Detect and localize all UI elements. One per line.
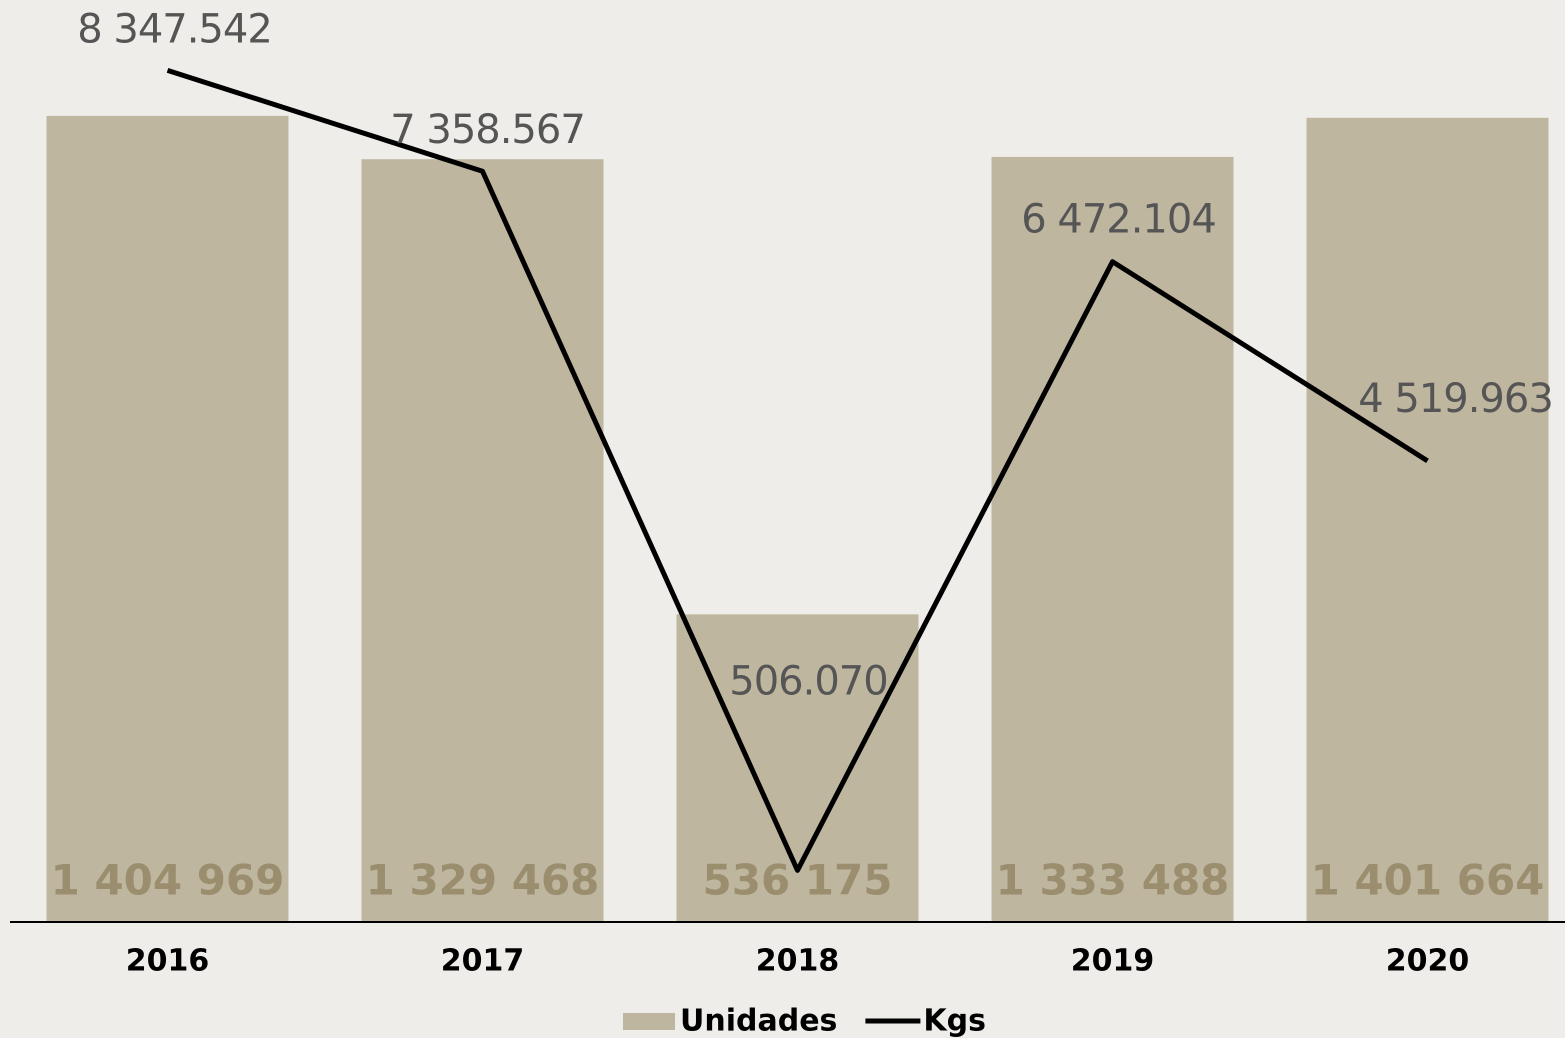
x-tick-label: 2018	[756, 944, 840, 979]
x-tick-label: 2019	[1071, 944, 1155, 979]
bar-value-label: 1 401 664	[1311, 856, 1545, 905]
line-value-label: 506.070	[729, 658, 887, 704]
bar-value-label: 536 175	[703, 856, 893, 905]
bar-value-label: 1 404 969	[51, 856, 285, 905]
line-value-label: 4 519.963	[1358, 376, 1553, 422]
legend-label: Unidades	[680, 1004, 837, 1038]
bar-value-label: 1 329 468	[366, 856, 600, 905]
bar	[1306, 117, 1549, 923]
bar	[46, 115, 289, 922]
x-tick-label: 2020	[1386, 944, 1470, 979]
line-value-label: 8 347.542	[77, 6, 272, 52]
line-value-label: 6 472.104	[1021, 197, 1216, 243]
line	[166, 67, 1429, 873]
x-tick-label: 2017	[441, 944, 525, 979]
bar-value-label: 1 333 488	[996, 856, 1230, 905]
bar	[361, 159, 604, 922]
legend-label: Kgs	[923, 1004, 986, 1038]
line-value-label: 7 358.567	[390, 107, 585, 153]
bar	[991, 156, 1234, 922]
legend-swatch	[623, 1013, 675, 1030]
x-tick-label: 2016	[126, 944, 210, 979]
